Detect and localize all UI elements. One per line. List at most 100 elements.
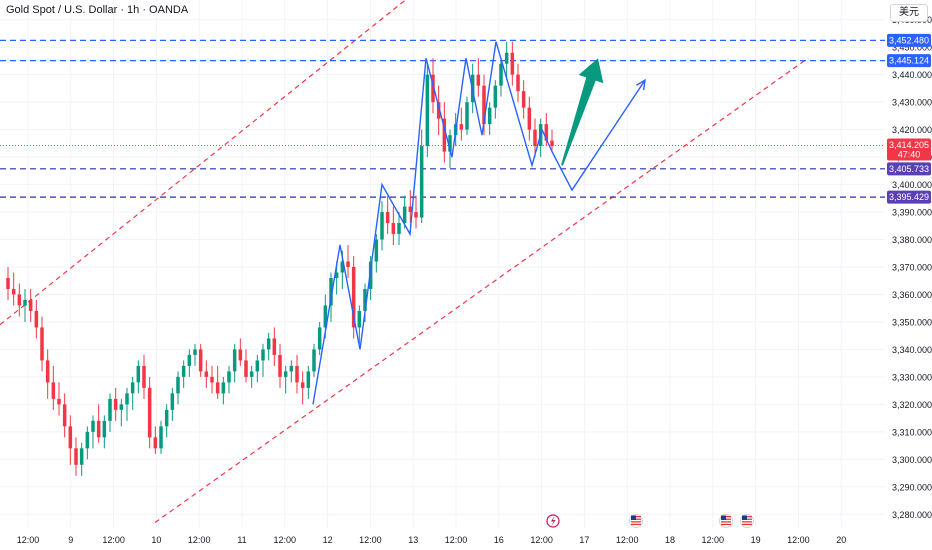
candle-body xyxy=(351,267,356,328)
trend-channel-lines xyxy=(0,0,809,523)
candle-body xyxy=(391,223,396,235)
x-tick-label: 12:00 xyxy=(102,535,125,545)
candle-body xyxy=(181,365,186,377)
price-label-text: 3,395.429 xyxy=(889,192,929,202)
candle-body xyxy=(425,74,430,147)
candle-body xyxy=(198,349,203,372)
candle-body xyxy=(272,338,277,355)
candle-body xyxy=(153,437,158,449)
candle-body xyxy=(17,294,22,306)
candle-body xyxy=(159,426,163,449)
candle-body xyxy=(306,371,311,388)
candle-body xyxy=(51,382,56,399)
us-flag-icon[interactable] xyxy=(719,514,733,528)
candle-body xyxy=(402,206,407,224)
y-tick-label: 3,330.000 xyxy=(892,372,932,382)
candle-body xyxy=(317,327,322,350)
candle-body xyxy=(45,360,50,383)
y-tick-label: 3,290.000 xyxy=(892,482,932,492)
candle-body xyxy=(436,102,441,119)
chart-grid xyxy=(0,0,885,528)
candle-body xyxy=(431,74,435,103)
candle-body xyxy=(442,118,447,152)
candle-body xyxy=(62,404,67,427)
y-tick-label: 3,390.000 xyxy=(892,208,932,218)
candle-body xyxy=(102,420,107,438)
y-tick-label: 3,280.000 xyxy=(892,510,932,520)
candle-body xyxy=(487,107,492,125)
y-tick-label: 3,360.000 xyxy=(892,290,932,300)
y-tick-label: 3,310.000 xyxy=(892,427,932,437)
x-tick-label: 13 xyxy=(408,535,418,545)
candle-body xyxy=(419,146,424,218)
candle-body xyxy=(312,349,316,372)
candle-body xyxy=(6,277,10,289)
candle-body xyxy=(278,354,282,377)
currency-selector[interactable]: 美元 xyxy=(890,4,928,22)
candle-body xyxy=(510,52,515,75)
candle-body xyxy=(170,393,175,410)
y-tick-label: 3,350.000 xyxy=(892,317,932,327)
price-label-box xyxy=(887,33,931,47)
candle-body xyxy=(261,349,265,361)
candle-body xyxy=(465,102,469,130)
candle-body xyxy=(74,448,78,465)
candle-body xyxy=(91,420,95,432)
candle-body xyxy=(244,360,248,377)
candle-body xyxy=(40,327,44,361)
candle-body xyxy=(499,63,503,86)
candle-body xyxy=(130,382,135,394)
candle-body xyxy=(380,212,384,240)
x-tick-label: 12:00 xyxy=(445,535,468,545)
x-tick-label: 9 xyxy=(68,535,73,545)
x-tick-label: 18 xyxy=(665,535,675,545)
candle-body xyxy=(96,420,101,438)
candle-body xyxy=(28,299,33,311)
candle-body xyxy=(204,371,209,377)
time-axis[interactable]: 12:00 9 12:00 10 12:00 11 12:00 12 12:00 13 12:00 1… xyxy=(17,535,846,545)
candle-body xyxy=(493,85,498,108)
y-tick-label: 3,430.000 xyxy=(892,98,932,108)
lightning-icon[interactable] xyxy=(546,514,560,528)
x-tick-label: 10 xyxy=(151,535,161,545)
price-label-countdown: 47:40 xyxy=(898,150,921,160)
pattern-arrowhead xyxy=(636,78,646,91)
candle-body xyxy=(23,299,27,306)
candle-body xyxy=(176,376,180,394)
candle-body xyxy=(476,74,481,86)
price-axis-bg xyxy=(885,0,932,550)
y-tick-label: 3,400.000 xyxy=(892,180,932,190)
candle-body xyxy=(249,371,254,377)
candle-body xyxy=(550,140,554,147)
candle-body xyxy=(221,382,226,394)
candle-body xyxy=(238,349,243,361)
candle-body xyxy=(164,409,169,427)
y-tick-label: 3,420.000 xyxy=(892,125,932,135)
us-flag-icon[interactable] xyxy=(629,514,643,528)
candle-body xyxy=(368,261,373,289)
candle-body xyxy=(113,398,118,410)
candle-body xyxy=(266,338,271,350)
price-label-box xyxy=(887,162,931,176)
candle-body xyxy=(527,107,532,130)
x-tick-label: 17 xyxy=(579,535,589,545)
y-tick-label: 3,380.000 xyxy=(892,235,932,245)
candle-body xyxy=(363,288,367,311)
candle-body xyxy=(482,85,486,125)
price-label-box xyxy=(887,54,931,68)
x-tick-label: 12:00 xyxy=(188,535,211,545)
x-tick-label: 12:00 xyxy=(359,535,382,545)
candle-body xyxy=(193,349,197,355)
price-label-box xyxy=(887,190,931,204)
us-flag-icon[interactable] xyxy=(740,514,754,528)
economic-events[interactable] xyxy=(546,514,754,528)
x-tick-label: 12:00 xyxy=(702,535,725,545)
candle-body xyxy=(142,365,146,388)
x-tick-label: 16 xyxy=(494,535,504,545)
x-tick-label: 12:00 xyxy=(274,535,297,545)
chart-title: Gold Spot / U.S. Dollar · 1h · OANDA xyxy=(6,4,189,16)
candle-body xyxy=(459,124,464,130)
candle-body xyxy=(255,360,260,372)
price-axis[interactable]: 3,280.000 3,290.000 3,300.000 3,310.000 3,32… xyxy=(885,0,932,550)
